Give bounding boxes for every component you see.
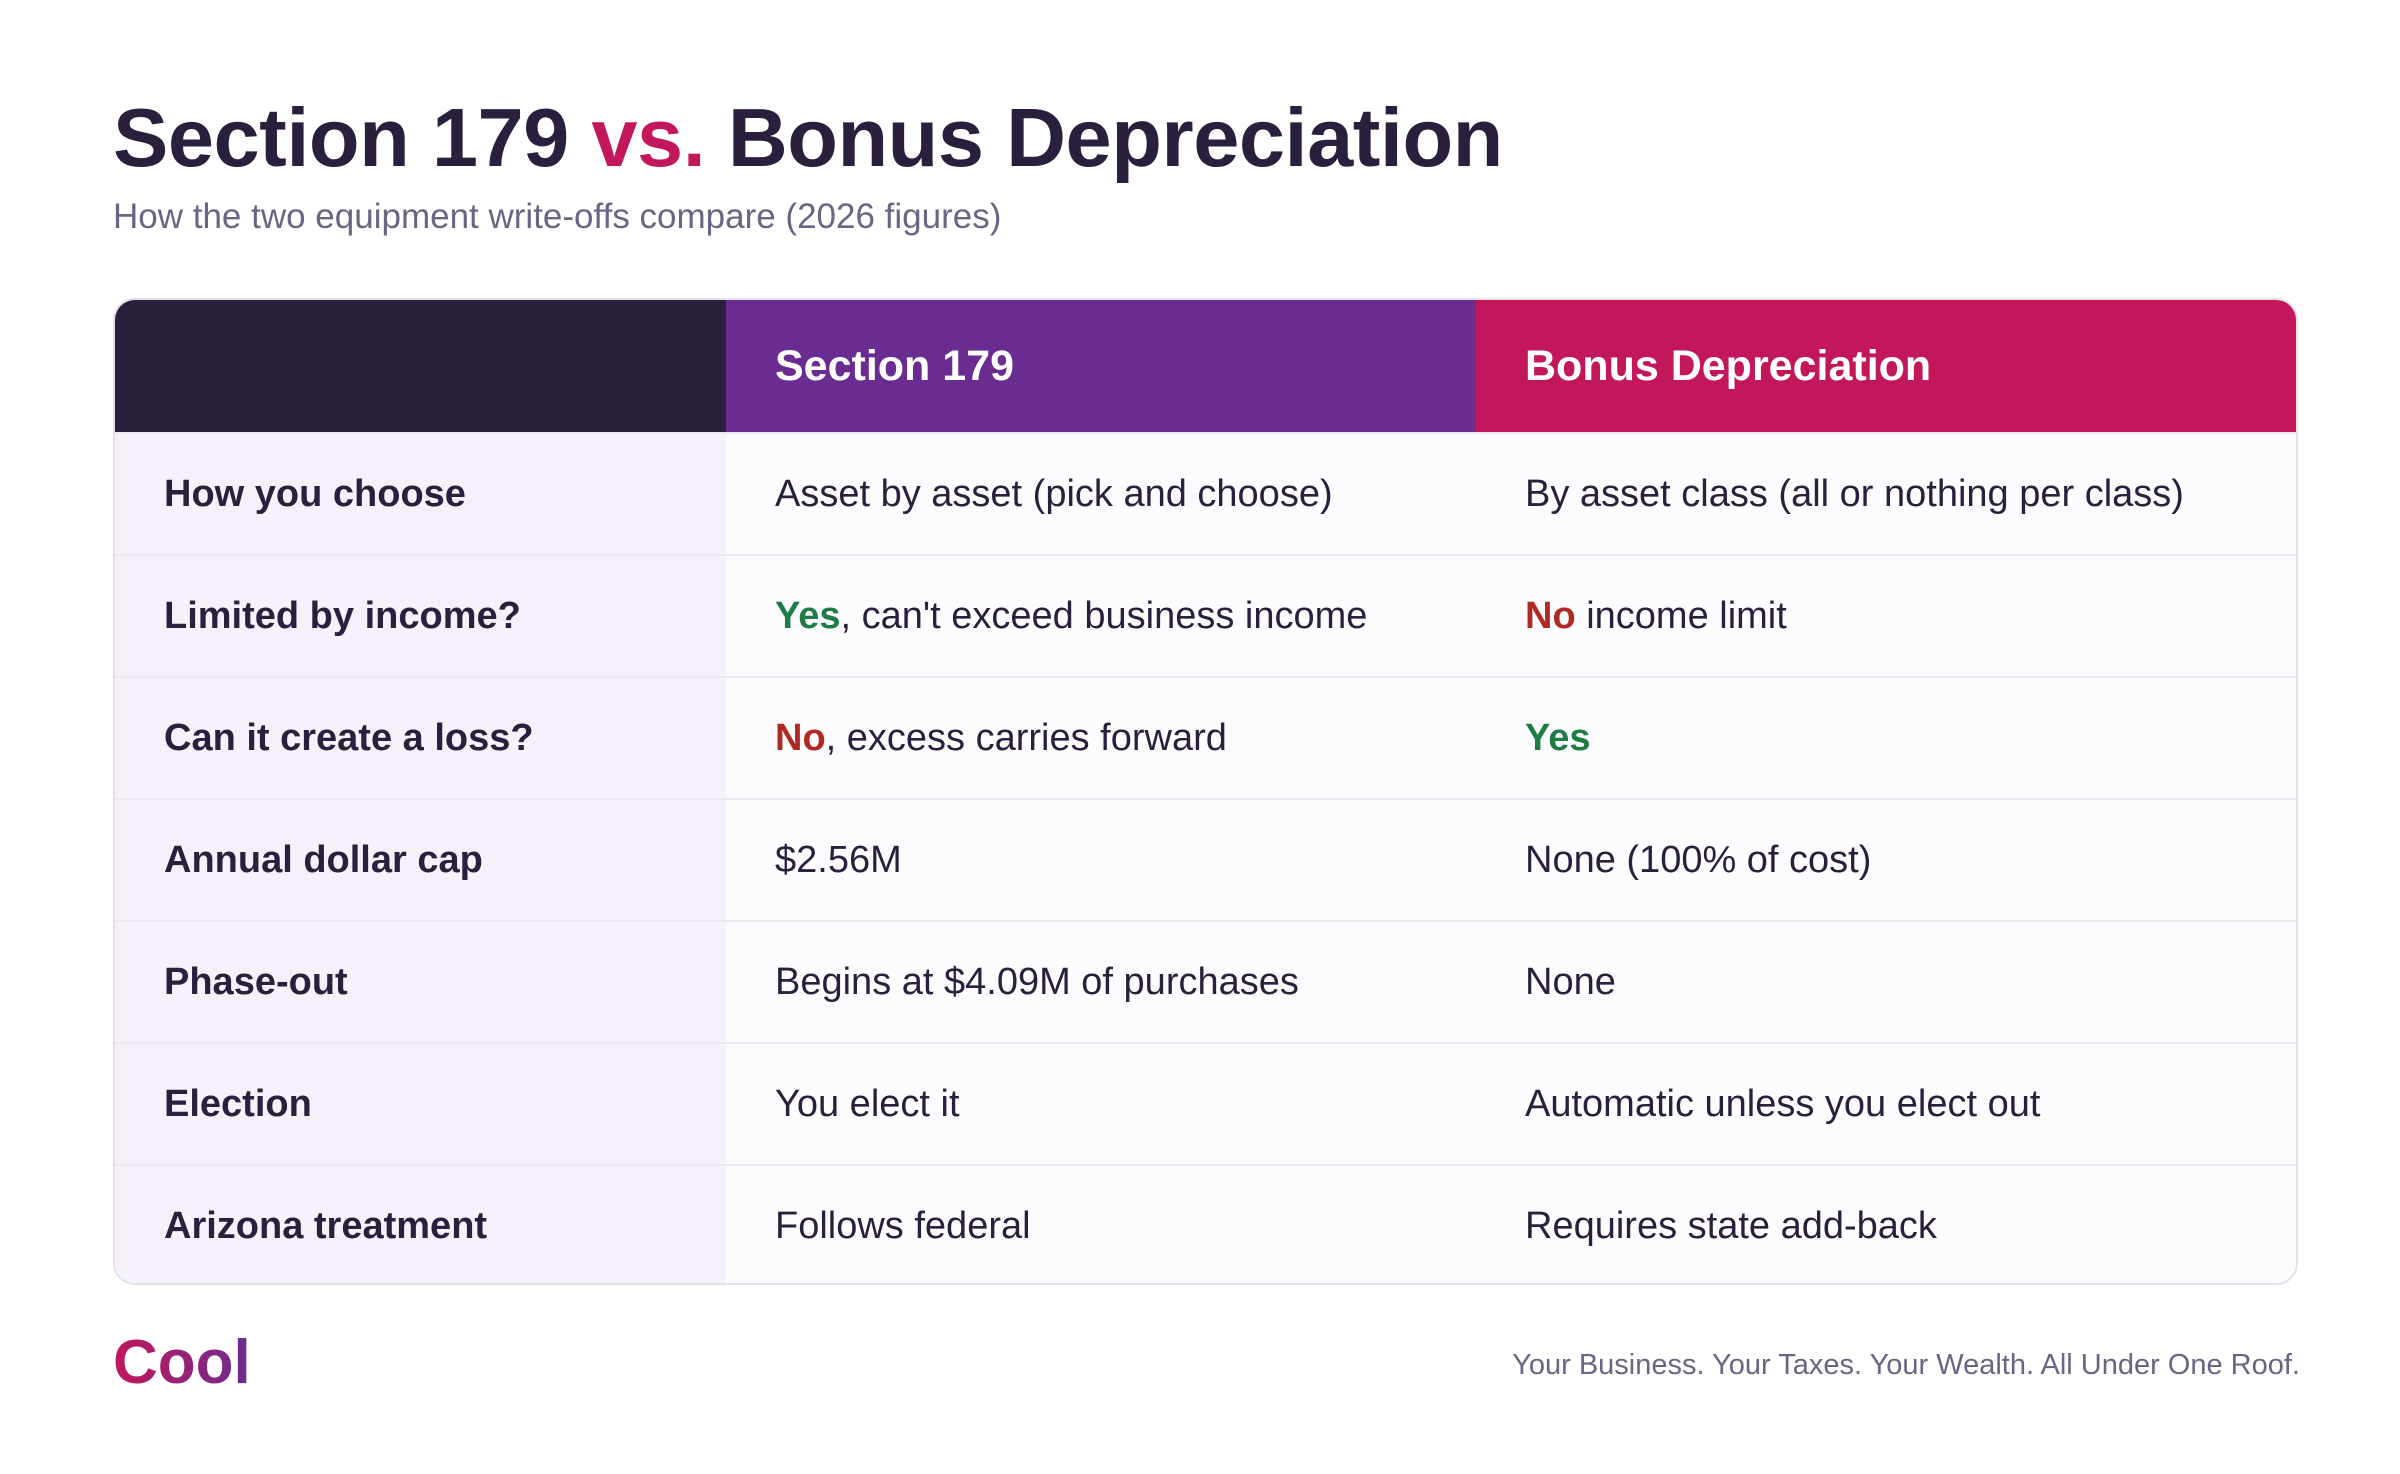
title-part-1: Section 179 <box>113 91 592 184</box>
row-label: Can it create a loss? <box>115 676 726 799</box>
table-body: How you choose Asset by asset (pick and c… <box>115 432 2296 1283</box>
table-row: How you choose Asset by asset (pick and c… <box>115 432 2296 555</box>
cell-text: By asset class (all or nothing per class… <box>1525 472 2184 515</box>
cell-bonus-depreciation: No income limit <box>1476 554 2296 677</box>
cell-text: income limit <box>1575 594 1787 637</box>
table-header-row: Section 179 Bonus Depreciation <box>115 300 2296 433</box>
cell-text: Automatic unless you elect out <box>1525 1082 2041 1125</box>
cell-section-179: $2.56M <box>726 798 1476 921</box>
header-blank-cell <box>115 300 726 433</box>
no-highlight: No <box>1525 594 1576 637</box>
cell-section-179: Asset by asset (pick and choose) <box>726 432 1476 555</box>
cell-bonus-depreciation: Automatic unless you elect out <box>1476 1042 2296 1165</box>
table-row: Arizona treatment Follows federal Requires… <box>115 1164 2296 1283</box>
table-row: Election You elect it Automatic unless you… <box>115 1042 2296 1165</box>
row-label: Election <box>115 1042 726 1165</box>
table-row: Can it create a loss? No, excess carries … <box>115 676 2296 799</box>
cell-text: None <box>1525 960 1616 1003</box>
brand-logo: Cool <box>113 1325 251 1401</box>
page-subtitle: How the two equipment write-offs compare… <box>113 197 1002 236</box>
table-row: Annual dollar cap $2.56M None (100% of cos… <box>115 798 2296 921</box>
cell-bonus-depreciation: None <box>1476 920 2296 1043</box>
row-label: Arizona treatment <box>115 1164 726 1283</box>
header-section-179: Section 179 <box>726 300 1476 433</box>
cell-text: $2.56M <box>775 838 902 881</box>
header-bonus-depreciation: Bonus Depreciation <box>1476 300 2296 433</box>
cell-bonus-depreciation: By asset class (all or nothing per class… <box>1476 432 2296 555</box>
cell-text: Begins at $4.09M of purchases <box>775 960 1299 1003</box>
cell-bonus-depreciation: None (100% of cost) <box>1476 798 2296 921</box>
cell-text: Requires state add-back <box>1525 1205 1937 1247</box>
table-row: Limited by income? Yes, can't exceed busi… <box>115 554 2296 677</box>
cell-text: Asset by asset (pick and choose) <box>775 472 1333 515</box>
cell-section-179: Follows federal <box>726 1164 1476 1283</box>
cell-text: , excess carries forward <box>825 716 1227 759</box>
title-accent: vs. <box>591 91 706 184</box>
cell-text: None (100% of cost) <box>1525 838 1872 881</box>
no-highlight: No <box>775 716 826 759</box>
cell-section-179: No, excess carries forward <box>726 676 1476 799</box>
row-label: How you choose <box>115 432 726 555</box>
row-label: Limited by income? <box>115 554 726 677</box>
title-part-2: Bonus Depreciation <box>705 91 1504 184</box>
cell-section-179: You elect it <box>726 1042 1476 1165</box>
yes-highlight: Yes <box>1525 716 1591 759</box>
page-title: Section 179 vs. Bonus Depreciation <box>113 88 1503 188</box>
row-label: Annual dollar cap <box>115 798 726 921</box>
cell-bonus-depreciation: Yes <box>1476 676 2296 799</box>
comparison-table: Section 179 Bonus Depreciation How you c… <box>113 298 2298 1285</box>
cell-section-179: Begins at $4.09M of purchases <box>726 920 1476 1043</box>
yes-highlight: Yes <box>775 594 841 637</box>
row-label: Phase-out <box>115 920 726 1043</box>
cell-section-179: Yes, can't exceed business income <box>726 554 1476 677</box>
cell-text: Follows federal <box>775 1205 1031 1247</box>
cell-bonus-depreciation: Requires state add-back <box>1476 1164 2296 1283</box>
footer-tagline: Your Business. Your Taxes. Your Wealth. … <box>1512 1349 2300 1381</box>
table-row: Phase-out Begins at $4.09M of purchases No… <box>115 920 2296 1043</box>
cell-text: , can't exceed business income <box>840 594 1368 637</box>
cell-text: You elect it <box>775 1082 960 1125</box>
